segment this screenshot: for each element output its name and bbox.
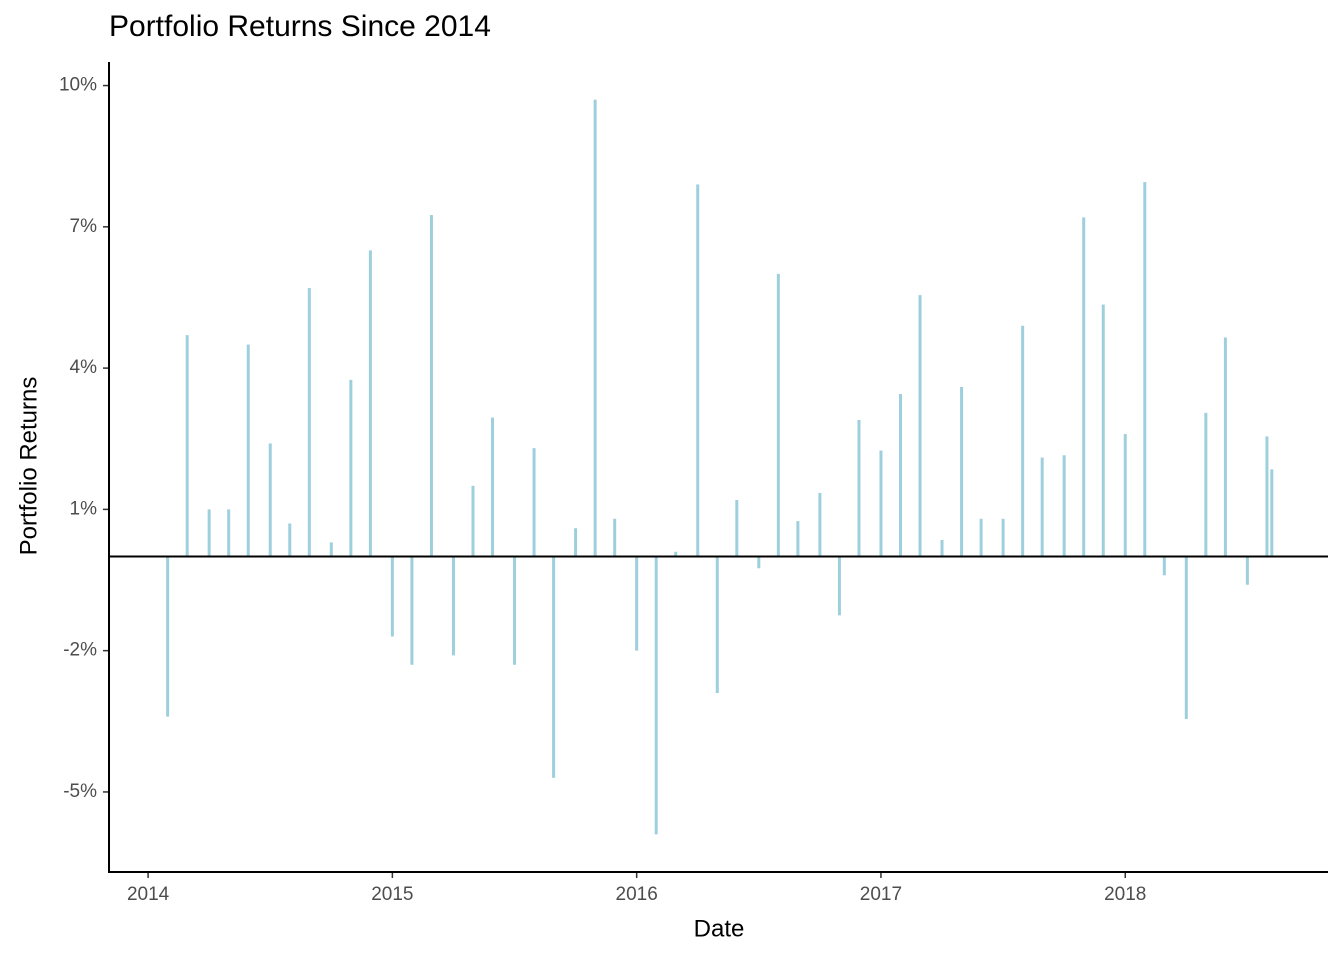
bar [329, 542, 333, 557]
bar [471, 485, 475, 557]
bar [1184, 556, 1188, 719]
bar [757, 556, 761, 569]
bar [696, 184, 700, 557]
bar [635, 556, 639, 651]
bar [898, 394, 902, 557]
bar [735, 499, 739, 557]
x-tick-label: 2018 [1104, 884, 1146, 905]
y-tick-label: 7% [70, 216, 98, 237]
bar [1001, 518, 1005, 557]
x-tick-label: 2015 [371, 884, 413, 905]
bar [390, 556, 394, 637]
x-tick-label: 2017 [860, 884, 902, 905]
bar [613, 518, 617, 557]
bar [879, 450, 883, 557]
bar [837, 556, 841, 616]
bar [1062, 455, 1066, 557]
y-tick-label: 4% [70, 357, 98, 378]
bar [776, 273, 780, 557]
bar [715, 556, 719, 694]
bar [918, 295, 922, 557]
bar [1245, 556, 1249, 585]
bar [246, 344, 250, 557]
bar [796, 521, 800, 557]
bar [491, 417, 495, 557]
bar [368, 250, 372, 557]
bar [207, 509, 211, 557]
bar [979, 518, 983, 557]
bar [654, 556, 658, 835]
bar [1162, 556, 1166, 576]
y-tick-label: 1% [70, 498, 98, 519]
bar [674, 551, 678, 557]
chart-title: Portfolio Returns Since 2014 [109, 10, 491, 43]
y-tick-label: -2% [63, 640, 97, 661]
y-axis-label: Portfolio Returns [15, 377, 42, 556]
bar [1270, 469, 1274, 557]
bar [1040, 457, 1044, 557]
bar [429, 215, 433, 557]
bar [1082, 217, 1086, 557]
bar [268, 443, 272, 557]
bar [307, 288, 311, 557]
bar [227, 509, 231, 557]
bar [1204, 412, 1208, 557]
bar [1123, 434, 1127, 557]
y-tick-label: -5% [63, 781, 97, 802]
bar [288, 523, 292, 557]
bar [1021, 325, 1025, 557]
bar [818, 492, 822, 557]
bar [1223, 337, 1227, 557]
bar [532, 448, 536, 557]
bar [1143, 182, 1147, 557]
bar [574, 528, 578, 557]
bar [552, 556, 556, 778]
x-tick-label: 2014 [127, 884, 170, 905]
x-tick-label: 2016 [616, 884, 658, 905]
bar [857, 419, 861, 557]
y-tick-label: 10% [59, 75, 97, 96]
bar [1265, 436, 1269, 557]
bar [593, 99, 597, 557]
bar [451, 556, 455, 656]
bar [410, 556, 414, 665]
bar [166, 556, 170, 717]
x-axis-label: Date [694, 915, 745, 942]
bar [960, 386, 964, 557]
bar [349, 379, 353, 557]
bar [940, 539, 944, 557]
bar [185, 335, 189, 557]
bar [1101, 304, 1105, 557]
bar [513, 556, 517, 665]
